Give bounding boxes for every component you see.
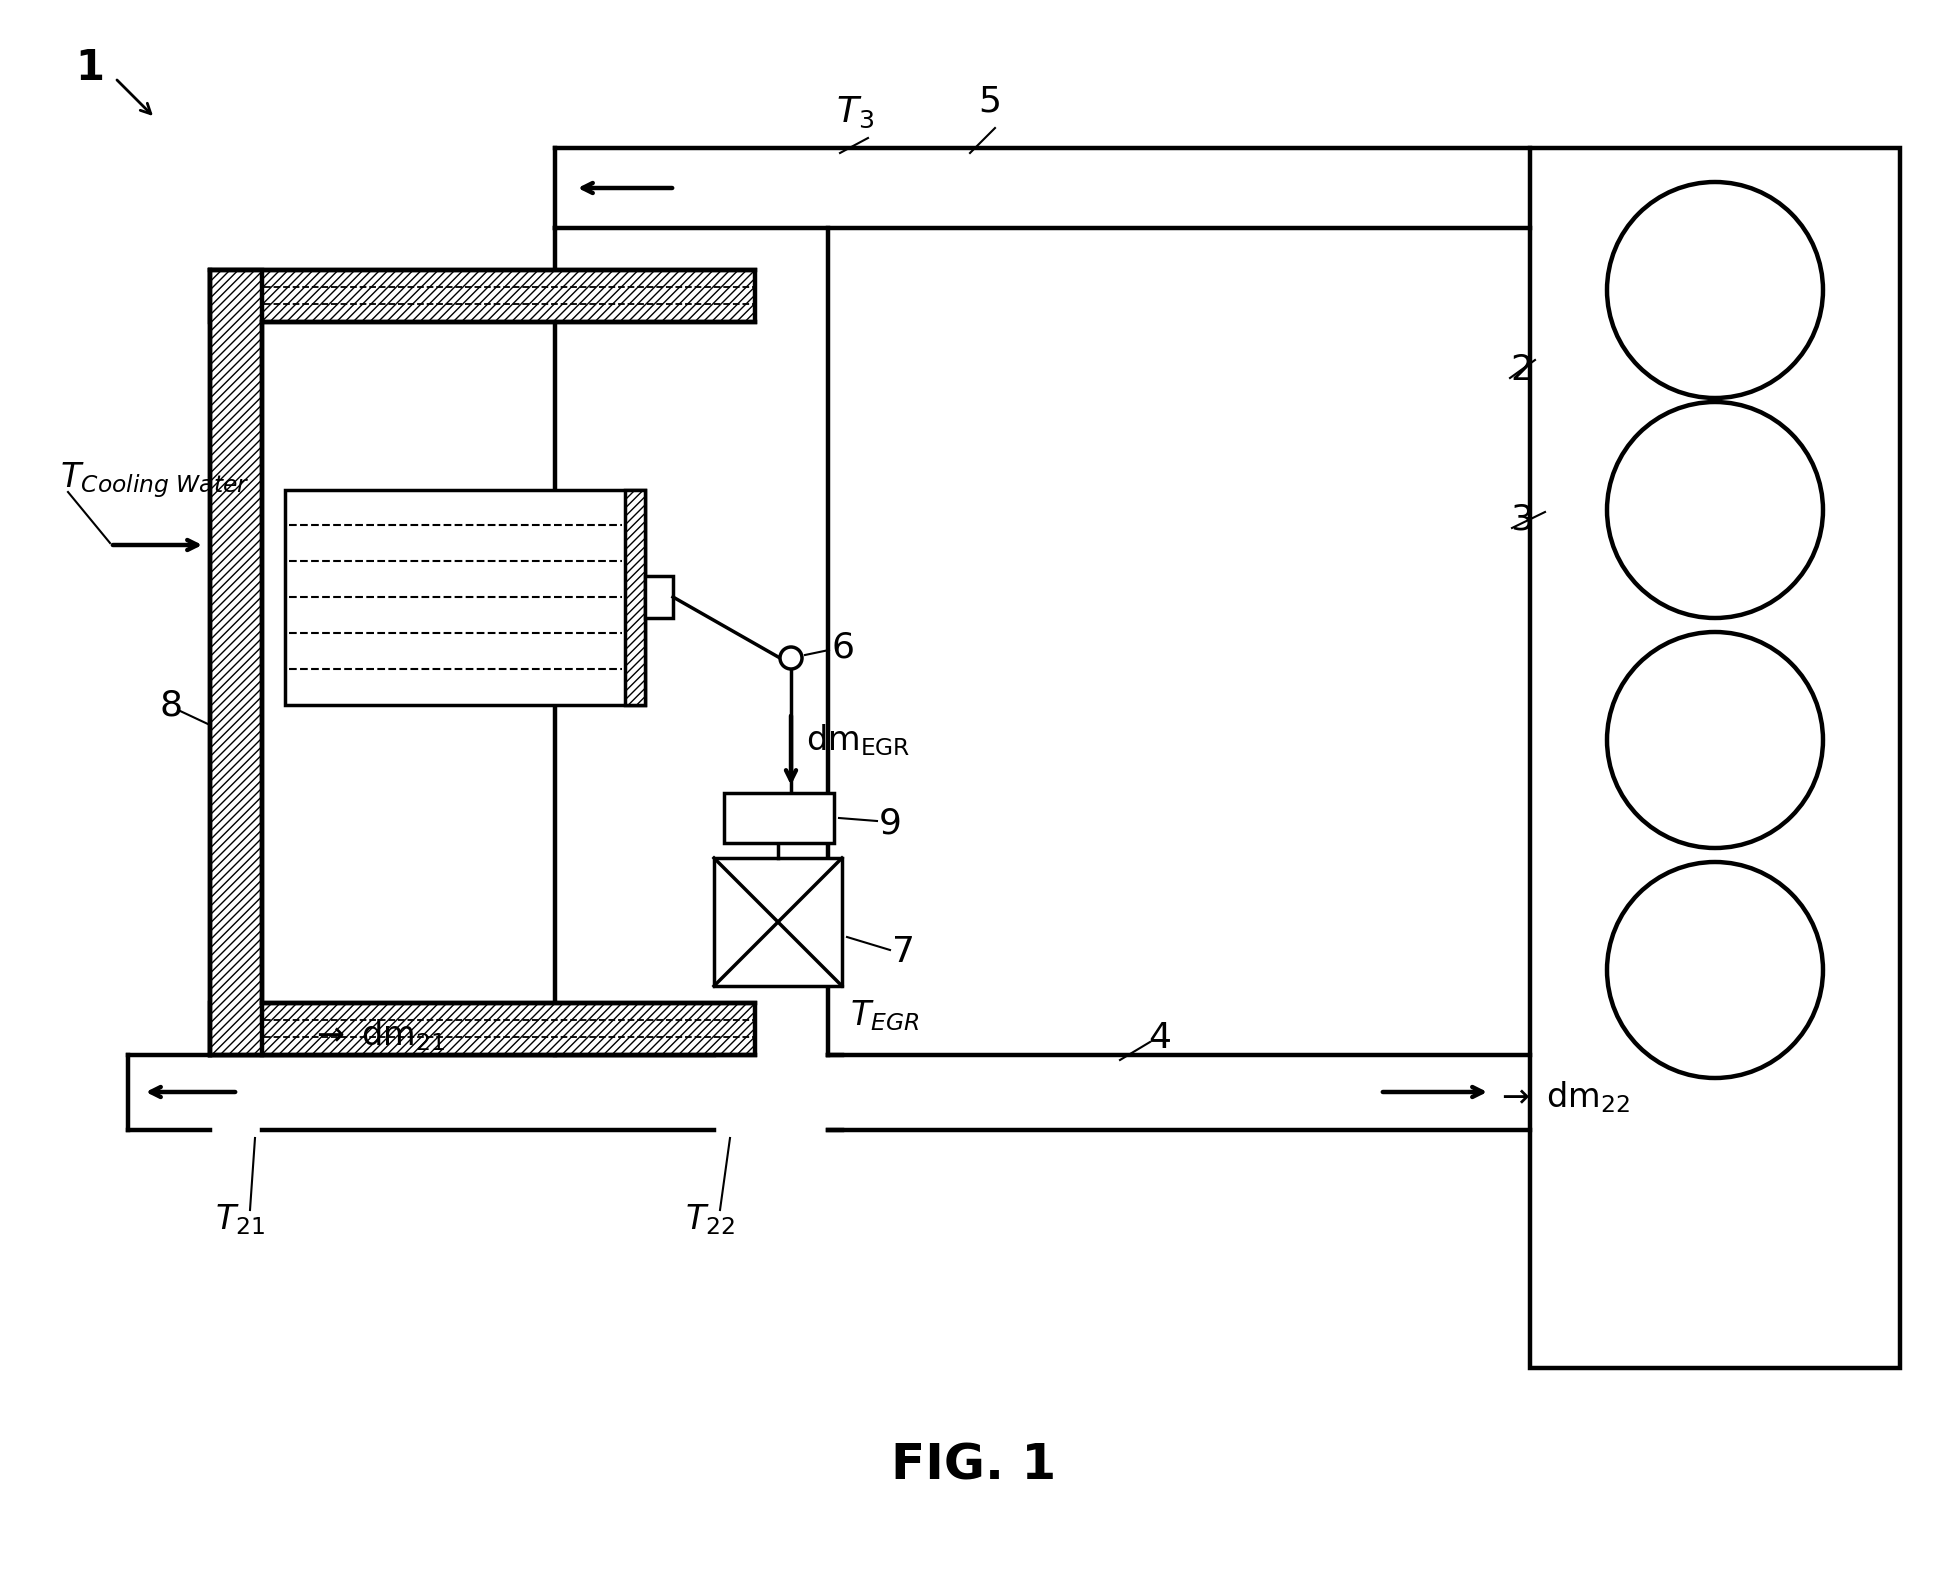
Circle shape	[1607, 182, 1823, 398]
Bar	[210, 269, 756, 322]
Text: FIG. 1: FIG. 1	[892, 1441, 1056, 1488]
Text: 9: 9	[879, 807, 902, 840]
Text: T$_{\mathregular{EGR}}$: T$_{\mathregular{EGR}}$	[849, 999, 919, 1033]
Bar	[1529, 147, 1899, 1368]
Text: 1: 1	[76, 48, 105, 89]
Text: 2: 2	[1510, 353, 1533, 387]
Text: 6: 6	[832, 631, 853, 666]
Text: T$_{21}$: T$_{21}$	[214, 1203, 265, 1238]
Circle shape	[1607, 403, 1823, 618]
Text: 8: 8	[160, 688, 183, 723]
Text: dm$_{\mathregular{EGR}}$: dm$_{\mathregular{EGR}}$	[806, 723, 910, 758]
Text: T$_3$: T$_3$	[836, 95, 875, 130]
Text: $\rightarrow$ dm$_{21}$: $\rightarrow$ dm$_{21}$	[310, 1018, 446, 1052]
Bar	[210, 269, 261, 1056]
Bar	[645, 575, 672, 618]
Text: $\rightarrow$ dm$_{22}$: $\rightarrow$ dm$_{22}$	[1494, 1079, 1630, 1114]
Text: T$_{\mathregular{Cooling\ Water}}$: T$_{\mathregular{Cooling\ Water}}$	[60, 460, 249, 499]
Text: 7: 7	[892, 935, 916, 968]
Bar	[725, 792, 834, 843]
Circle shape	[1607, 862, 1823, 1078]
Bar	[284, 490, 645, 705]
Bar	[210, 1003, 756, 1056]
Bar	[715, 857, 842, 986]
Text: 5: 5	[978, 84, 1001, 117]
Text: 3: 3	[1510, 502, 1533, 537]
Bar	[625, 490, 645, 705]
Text: T$_{22}$: T$_{22}$	[686, 1203, 734, 1238]
Circle shape	[1607, 632, 1823, 848]
Text: 4: 4	[1149, 1021, 1171, 1056]
Circle shape	[779, 647, 803, 669]
